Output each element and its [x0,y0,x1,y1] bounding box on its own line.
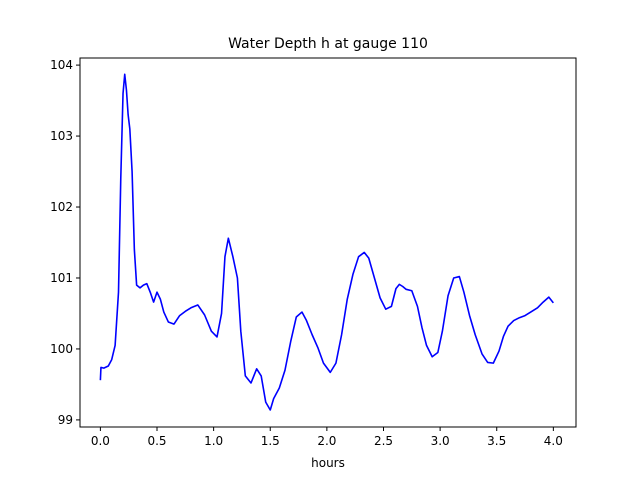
y-tick-label: 104 [50,58,73,72]
x-tick-label: 3.0 [431,434,450,448]
x-tick-label: 2.0 [317,434,336,448]
x-axis-label: hours [311,456,345,470]
x-tick-label: 0.0 [91,434,110,448]
y-axis: 99 100 101 102 103 104 [50,58,80,427]
x-tick-label: 1.5 [261,434,280,448]
y-tick-label: 101 [50,271,73,285]
x-tick-label: 4.0 [544,434,563,448]
plot-area [99,73,554,411]
x-axis: 0.0 0.5 1.0 1.5 2.0 2.5 3.0 3.5 4.0 [91,427,563,448]
axes-frame [79,57,577,428]
chart-title: Water Depth h at gauge 110 [228,36,428,52]
x-tick-label: 3.5 [487,434,506,448]
x-tick-label: 2.5 [374,434,393,448]
x-tick-label: 0.5 [147,434,166,448]
series-line-0 [99,73,554,411]
y-tick-label: 102 [50,200,73,214]
y-tick-label: 103 [50,129,73,143]
x-tick-label: 1.0 [204,434,223,448]
y-tick-label: 99 [58,413,73,427]
y-tick-label: 100 [50,342,73,356]
